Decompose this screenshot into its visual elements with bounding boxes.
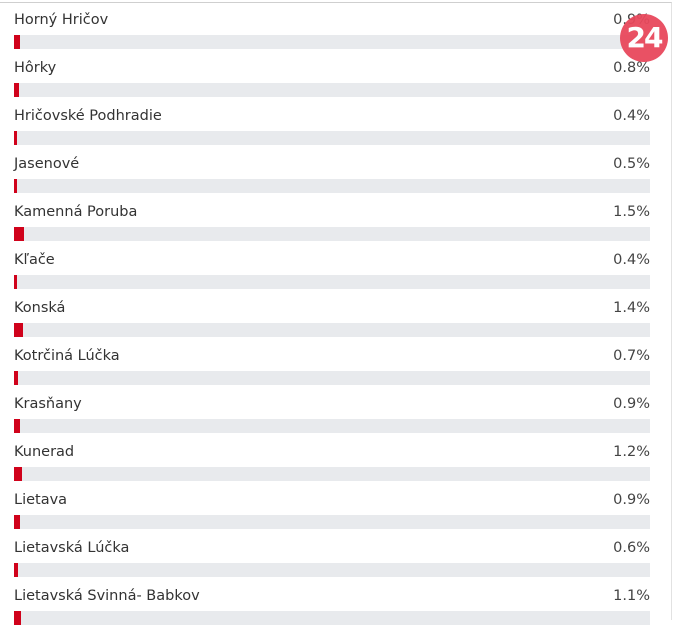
percent-label: 0.6% [613, 540, 650, 556]
percent-label: 1.4% [613, 300, 650, 316]
percent-bar [14, 35, 650, 49]
percent-bar [14, 419, 650, 433]
percent-bar-fill [14, 419, 20, 433]
municipality-name: Lietavská Lúčka [14, 540, 130, 556]
percent-bar [14, 371, 650, 385]
percent-label: 0.4% [613, 108, 650, 124]
percent-bar-fill [14, 131, 17, 145]
percent-label: 0.5% [613, 156, 650, 172]
percent-label: 0.4% [613, 252, 650, 268]
percent-bar [14, 131, 650, 145]
result-row: Kotrčiná Lúčka 0.7% [14, 339, 650, 387]
percent-bar [14, 323, 650, 337]
percent-label: 1.2% [613, 444, 650, 460]
percent-bar-fill [14, 611, 21, 625]
result-row: Lietava 0.9% [14, 483, 650, 531]
percent-bar-fill [14, 515, 20, 529]
percent-label: 1.5% [613, 204, 650, 220]
percent-bar [14, 611, 650, 625]
percent-bar-fill [14, 227, 24, 241]
results-panel: Horný Hričov 0.9% Hôrky 0.8% Hričovské P… [0, 2, 672, 625]
result-row: Horný Hričov 0.9% [14, 3, 650, 51]
result-row: Lietavská Svinná- Babkov 1.1% [14, 579, 650, 627]
percent-bar-fill [14, 275, 17, 289]
percent-bar [14, 467, 650, 481]
result-row: Krasňany 0.9% [14, 387, 650, 435]
brand-logo: 24 [620, 14, 668, 62]
percent-label: 0.7% [613, 348, 650, 364]
results-list: Horný Hričov 0.9% Hôrky 0.8% Hričovské P… [14, 3, 650, 627]
percent-bar [14, 179, 650, 193]
percent-bar-fill [14, 179, 18, 193]
result-row: Konská 1.4% [14, 291, 650, 339]
municipality-name: Kunerad [14, 444, 75, 460]
municipality-name: Hôrky [14, 60, 57, 76]
percent-bar-fill [14, 83, 20, 97]
percent-bar [14, 227, 650, 241]
percent-bar [14, 515, 650, 529]
percent-bar-fill [14, 563, 18, 577]
result-row: Kľače 0.4% [14, 243, 650, 291]
percent-bar-fill [14, 467, 22, 481]
municipality-name: Hričovské Podhradie [14, 108, 162, 124]
percent-label: 1.1% [613, 588, 650, 604]
result-row: Jasenové 0.5% [14, 147, 650, 195]
result-row: Kunerad 1.2% [14, 435, 650, 483]
result-row: Hričovské Podhradie 0.4% [14, 99, 650, 147]
percent-bar [14, 275, 650, 289]
municipality-name: Horný Hričov [14, 12, 109, 28]
result-row: Hôrky 0.8% [14, 51, 650, 99]
municipality-name: Jasenové [14, 156, 80, 172]
percent-label: 0.9% [613, 396, 650, 412]
result-row: Lietavská Lúčka 0.6% [14, 531, 650, 579]
municipality-name: Krasňany [14, 396, 82, 412]
municipality-name: Lietava [14, 492, 68, 508]
percent-label: 0.8% [613, 60, 650, 76]
percent-bar-fill [14, 371, 19, 385]
municipality-name: Kamenná Poruba [14, 204, 138, 220]
percent-bar [14, 563, 650, 577]
percent-bar [14, 83, 650, 97]
municipality-name: Kľače [14, 252, 55, 268]
municipality-name: Lietavská Svinná- Babkov [14, 588, 200, 604]
municipality-name: Konská [14, 300, 66, 316]
percent-bar-fill [14, 323, 23, 337]
percent-label: 0.9% [613, 492, 650, 508]
percent-bar-fill [14, 35, 20, 49]
municipality-name: Kotrčiná Lúčka [14, 348, 120, 364]
result-row: Kamenná Poruba 1.5% [14, 195, 650, 243]
